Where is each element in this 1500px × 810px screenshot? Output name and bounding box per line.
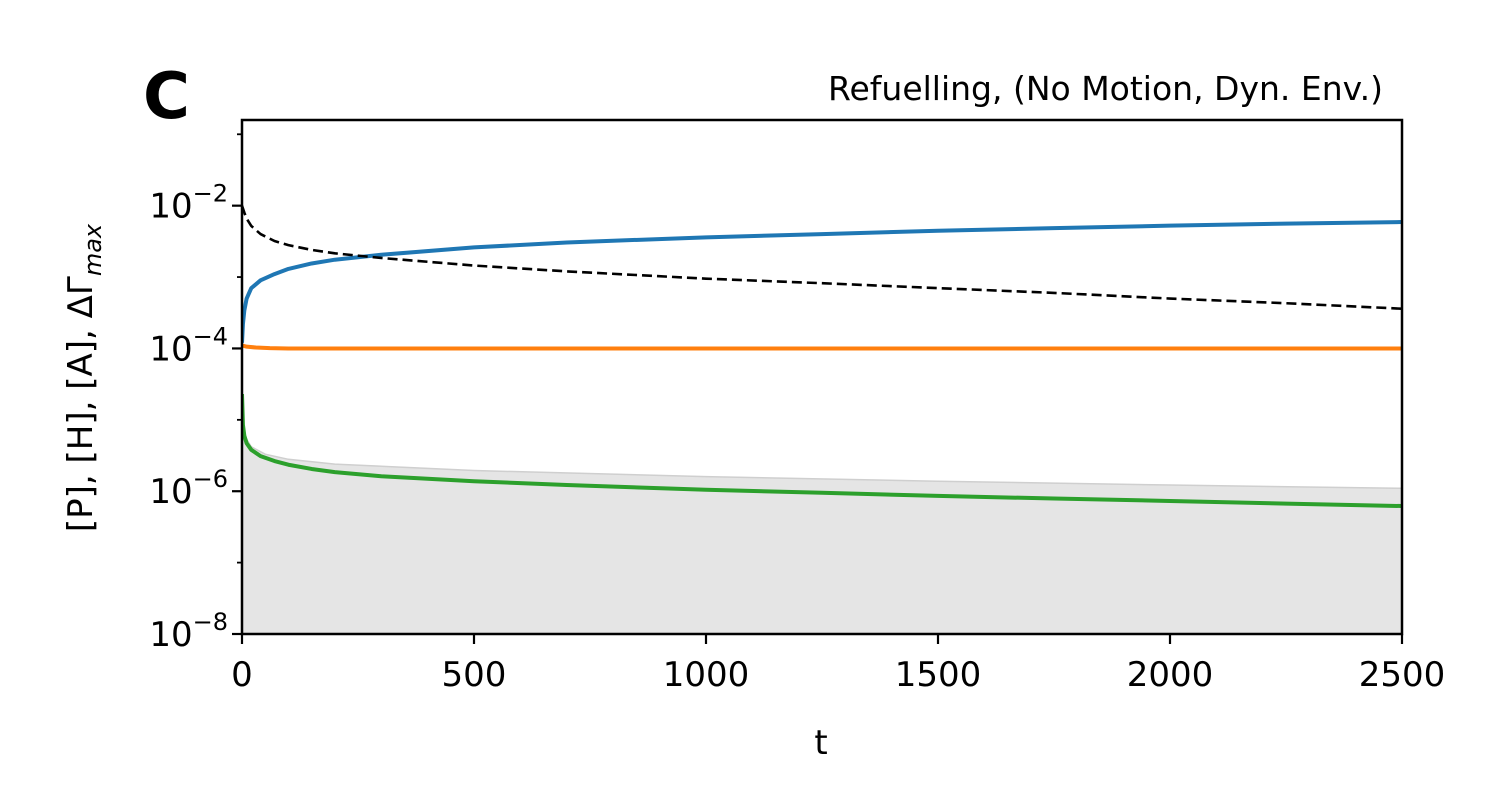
series-line-3 [242,205,1402,311]
panel-label: C [143,60,190,134]
x-tick-label: 1000 [663,655,750,695]
x-tick-label: 500 [442,655,507,695]
y-tick-label: 10−6 [149,465,228,512]
x-tick-label: 1500 [895,655,982,695]
series-line-0 [242,220,1402,343]
chart-title: Refuelling, (No Motion, Dyn. Env.) [828,69,1383,108]
x-axis-label: t [814,723,827,763]
y-tick-label: 10−8 [149,608,228,655]
x-tick-label: 2500 [1359,655,1446,695]
y-tick-label: 10−2 [149,180,228,227]
shaded-region [242,401,1402,634]
y-axis-label: [P], [H], [A], ΔΓmax [61,223,107,532]
plot-area [242,205,1402,634]
y-axis-label-main: [P], [H], [A], ΔΓ [61,276,101,532]
series-line-2 [242,393,1402,509]
x-tick-label: 2000 [1127,655,1214,695]
y-tick-label: 10−4 [149,322,228,369]
y-axis-label-subscript: max [79,223,107,276]
x-tick-label: 0 [231,655,253,695]
series-line-1 [242,343,1402,351]
axes-frame [240,118,1404,636]
axes: 0 500 1000 1500 2000 2500 10−8 10−6 10−4 10−2 [149,118,1446,695]
shaded-region-edge [242,401,1402,490]
